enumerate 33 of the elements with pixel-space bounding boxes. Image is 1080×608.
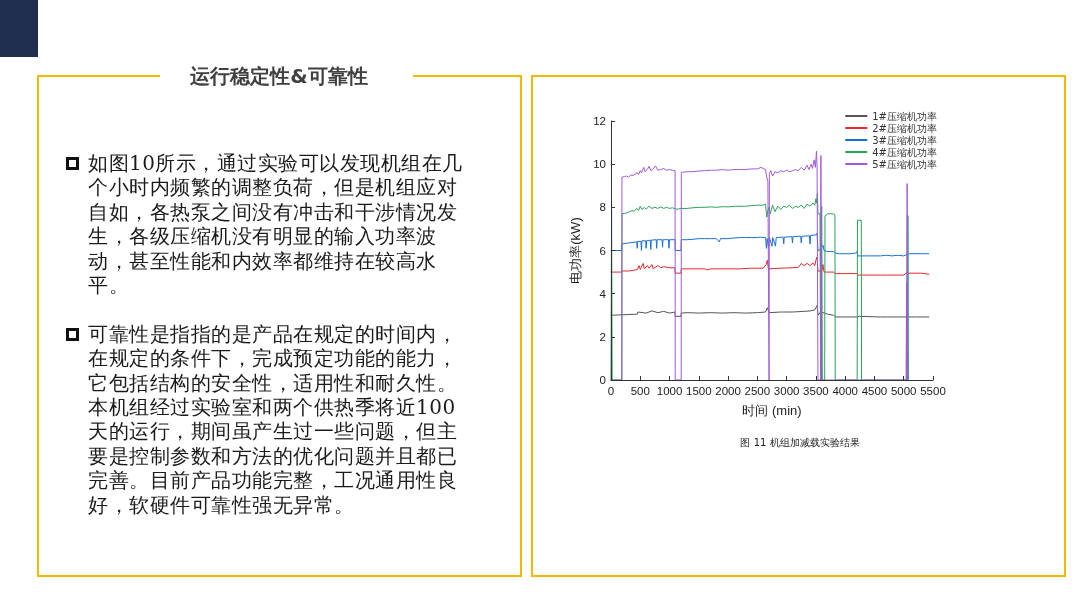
x-tick-label: 3500 [803,385,829,397]
legend-label: 5#压缩机功率 [872,158,938,170]
line-series [610,256,930,276]
legend-label: 2#压缩机功率 [872,122,938,134]
y-axis-title: 电功率(kW) [568,217,584,284]
x-tick-label: 1000 [656,385,683,397]
x-tick-label: 5000 [890,385,917,397]
x-tick-label: 2500 [744,385,771,397]
y-tick-label: 10 [593,158,606,171]
y-tick-label: 0 [599,374,606,386]
x-axis-title: 时间 (min) [742,403,802,418]
x-tick-label: 4000 [832,385,858,397]
y-tick-label: 8 [599,201,606,214]
y-tick-label: 2 [599,330,606,343]
x-tick-label: 5500 [920,385,946,397]
legend-label: 1#压缩机功率 [872,110,938,122]
x-tick-label: 1500 [686,385,712,397]
line-series [610,305,930,318]
text: 运行稳定性&可靠性 [190,64,368,88]
y-tick-label: 6 [599,244,606,257]
line-series [610,232,930,257]
y-tick-label: 4 [599,287,607,300]
legend-label: 4#压缩机功率 [872,146,938,158]
caption: 图 11 机组加减载实验结果 [739,436,861,450]
x-tick-label: 0 [607,385,615,397]
x-tick-label: 2000 [715,385,741,397]
x-tick-label: 500 [630,385,650,397]
legend-label: 3#压缩机功率 [872,134,938,146]
y-tick-label: 12 [593,115,606,127]
x-tick-label: 4500 [861,385,888,397]
text: 如图10所示，通过实验可以发现机组在几个小时内频繁的调整负荷，但是机组应对自如，各热泵之间没有冲击和干涉情况发生，各级压缩机没有明显的输入功率波动，甚至性能和内效率都维持在较高水平。 [88,151,463,298]
x-tick-label: 3000 [773,385,800,397]
text: 可靠性是指指的是产品在规定的时间内，在规定的条件下，完成预定功能的能力，它包括结构的安全性，适用性和耐久性。本机组经过实验室和两个供热季将近100天的运行，期间虽产生过一些问题，但主要是控制参数和方法的优化问题并且都已完善。目前产品功能完整，工况通用性良好，软硬件可靠性强无异常。 [88,321,457,517]
